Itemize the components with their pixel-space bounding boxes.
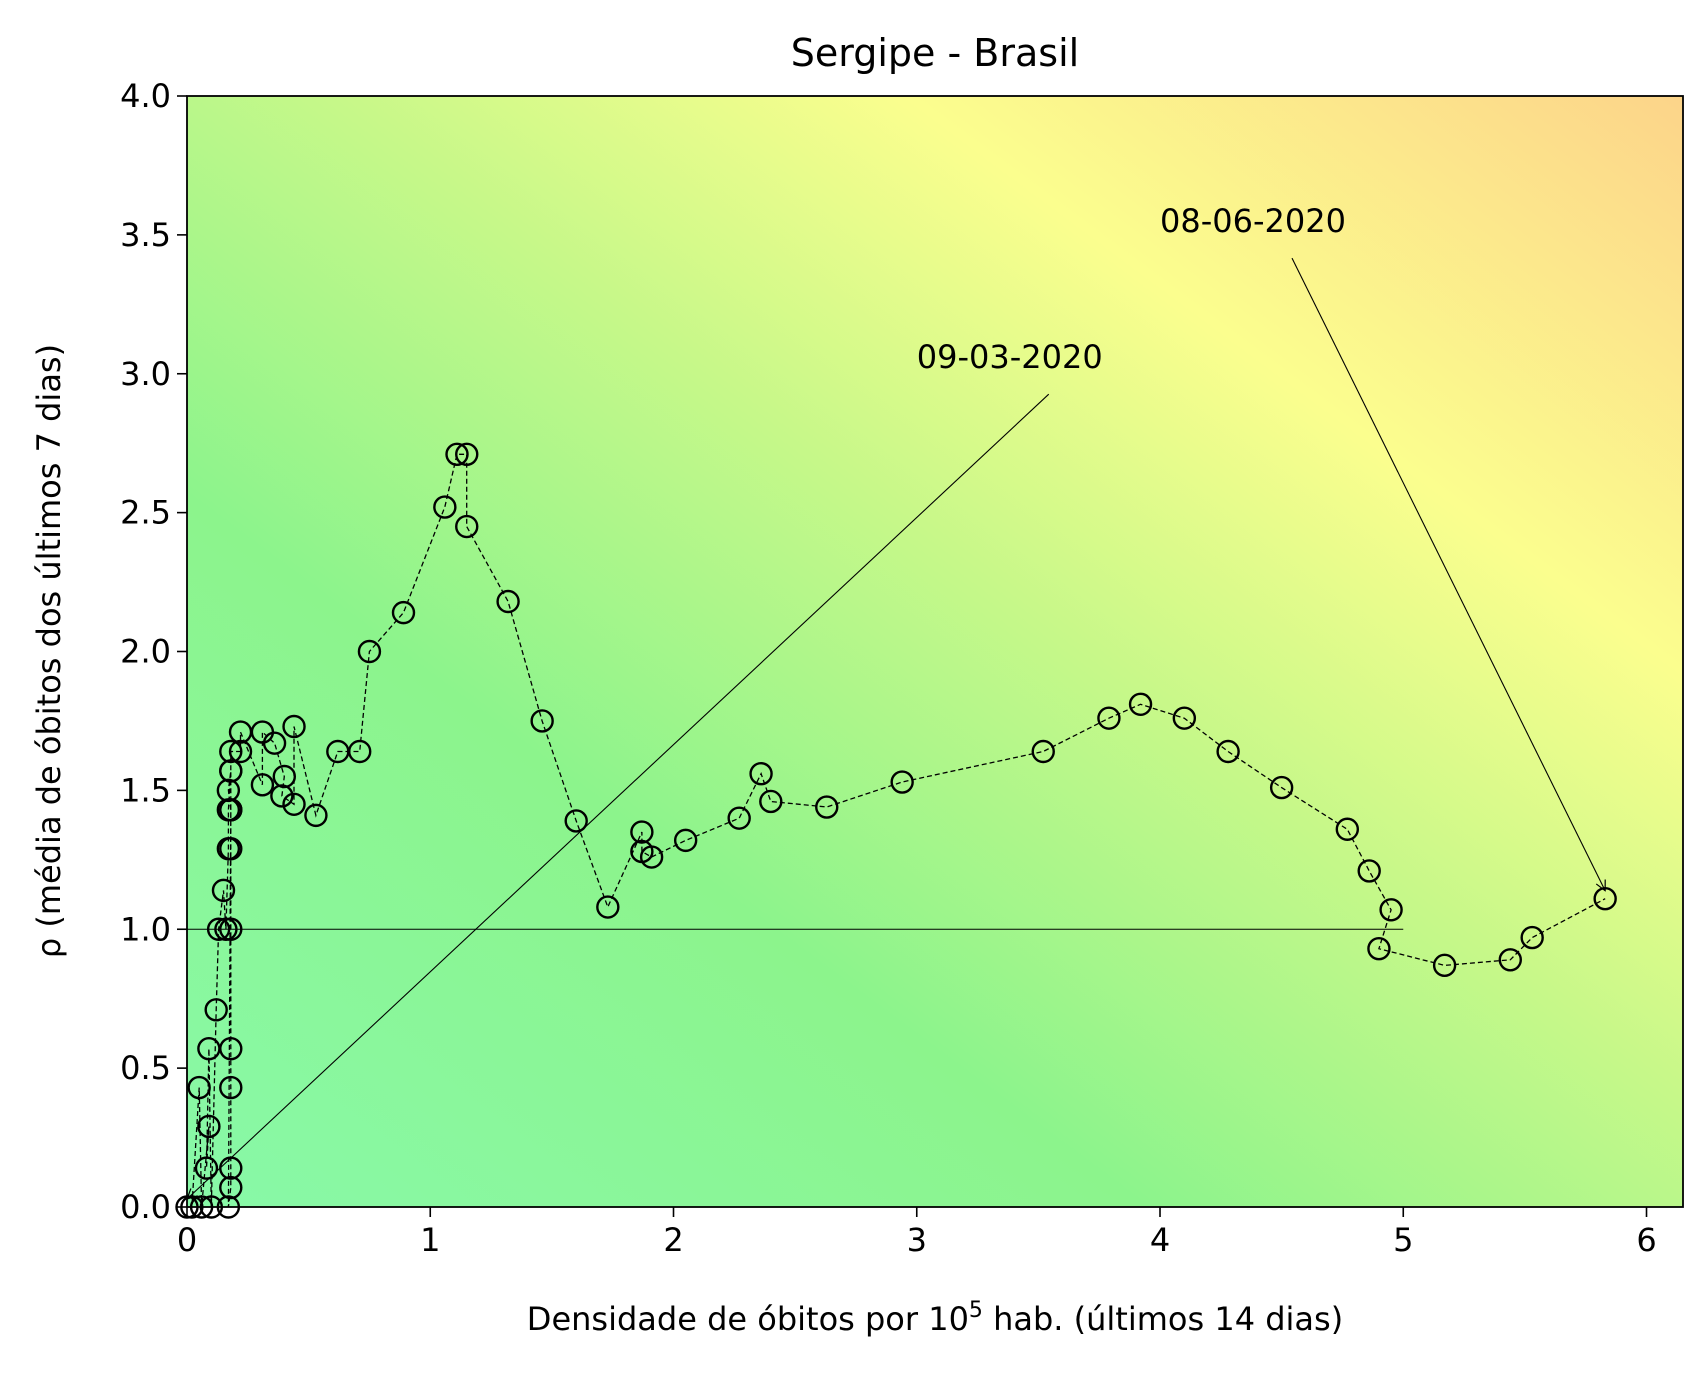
- data-point: [727, 806, 751, 830]
- data-point: [1335, 817, 1360, 841]
- data-point: [1097, 706, 1121, 730]
- y-tick-label: 0.0: [120, 1188, 171, 1226]
- y-tick-label: 4.0: [120, 77, 171, 115]
- data-point: [204, 998, 228, 1022]
- data-point: [282, 714, 306, 739]
- data-point: [596, 895, 620, 919]
- data-point: [1520, 925, 1544, 950]
- data-point: [1367, 936, 1391, 961]
- x-tick-label: 4: [1150, 1221, 1170, 1259]
- x-axis-ticks: 0 1 2 3 4 5 6: [177, 1207, 1657, 1259]
- data-point: [1128, 692, 1153, 716]
- x-tick-label: 3: [907, 1221, 927, 1259]
- data-point: [282, 792, 306, 816]
- data-point: [673, 828, 698, 853]
- annotation-arrows: [187, 257, 1605, 1199]
- data-point: [194, 1156, 219, 1180]
- x-axis-label: Densidade de óbitos por 105 hab. (último…: [527, 1298, 1343, 1338]
- data-point: [890, 770, 914, 794]
- data-point: [1172, 706, 1197, 730]
- annotation-labels: 09-03-2020 08-06-2020: [917, 202, 1346, 376]
- data-point: [228, 739, 253, 764]
- data-point: [455, 514, 479, 539]
- data-point: [496, 589, 520, 614]
- data-series: [175, 442, 1617, 1219]
- series-line: [187, 453, 1606, 1208]
- data-point: [445, 442, 469, 466]
- chart-title: Sergipe - Brasil: [791, 31, 1079, 75]
- y-tick-label: 1.5: [120, 771, 171, 809]
- data-point: [630, 820, 654, 844]
- annotation-label: 09-03-2020: [917, 338, 1103, 376]
- data-point: [219, 917, 243, 941]
- data-point: [1031, 739, 1055, 764]
- annotation-arrow: [187, 393, 1050, 1199]
- data-point: [304, 803, 328, 828]
- annotation-arrow: [1291, 257, 1605, 891]
- data-point: [211, 878, 236, 903]
- data-point: [455, 442, 479, 466]
- data-point: [357, 639, 382, 664]
- x-tick-label: 5: [1393, 1221, 1413, 1259]
- data-point: [815, 795, 839, 819]
- y-axis-ticks: 0.0 0.5 1.0 1.5 2.0 2.5 3.0 3.5 4.0: [120, 77, 187, 1226]
- data-point: [564, 809, 588, 833]
- data-point: [1432, 953, 1457, 978]
- data-point: [1593, 886, 1617, 911]
- y-tick-label: 3.5: [120, 216, 171, 254]
- data-point: [1357, 859, 1381, 883]
- data-point: [219, 798, 243, 822]
- data-point: [219, 759, 243, 783]
- data-point: [759, 789, 783, 814]
- y-axis-label: ρ (média de óbitos dos últimos 7 dias): [30, 344, 68, 958]
- data-point: [530, 709, 554, 733]
- data-point: [219, 1075, 243, 1100]
- data-point: [749, 762, 773, 786]
- data-point: [1269, 775, 1294, 800]
- y-tick-label: 2.5: [120, 494, 171, 532]
- data-point: [1379, 898, 1403, 922]
- data-point: [206, 917, 231, 941]
- annotation-label: 08-06-2020: [1160, 202, 1346, 240]
- data-point: [250, 773, 275, 797]
- data-point: [348, 739, 372, 764]
- y-tick-label: 0.5: [120, 1049, 171, 1087]
- y-tick-label: 3.0: [120, 355, 171, 393]
- data-point: [219, 1175, 243, 1200]
- data-point: [216, 778, 241, 803]
- data-point: [219, 837, 243, 861]
- x-tick-label: 6: [1636, 1221, 1656, 1259]
- data-point: [1216, 739, 1240, 764]
- data-point: [391, 600, 416, 625]
- x-tick-label: 0: [177, 1221, 197, 1259]
- data-point: [219, 1036, 243, 1061]
- data-point: [270, 784, 294, 808]
- y-tick-label: 2.0: [120, 633, 171, 671]
- data-point: [187, 1075, 211, 1100]
- data-point: [219, 1156, 243, 1180]
- data-point: [433, 495, 457, 519]
- x-tick-label: 1: [420, 1221, 440, 1259]
- data-point: [219, 739, 243, 764]
- x-tick-label: 2: [663, 1221, 683, 1259]
- data-point: [639, 845, 664, 869]
- y-tick-label: 1.0: [120, 910, 171, 948]
- plot-background: [187, 96, 1683, 1207]
- data-point: [1498, 948, 1522, 972]
- data-point: [197, 1114, 221, 1139]
- data-point: [272, 764, 297, 789]
- data-point: [262, 731, 287, 755]
